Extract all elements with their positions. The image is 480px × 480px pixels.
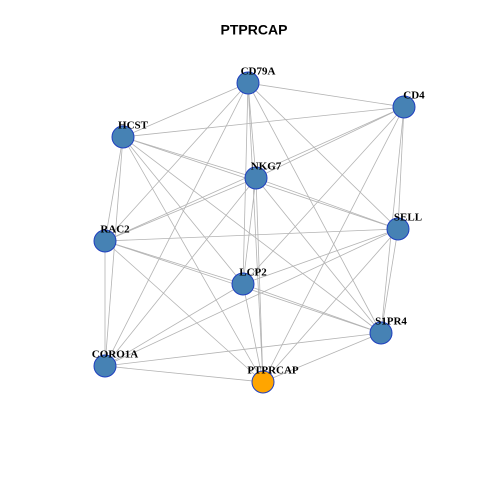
edge	[242, 82, 249, 285]
edge	[255, 177, 399, 230]
node	[369, 321, 393, 345]
edge	[247, 82, 264, 383]
node-label: CORO1A	[92, 349, 139, 361]
edge	[104, 228, 399, 242]
node	[236, 71, 260, 95]
edge	[262, 106, 405, 383]
node	[251, 370, 275, 394]
node	[244, 166, 268, 190]
edge	[247, 82, 399, 230]
node	[386, 217, 410, 241]
edge	[104, 365, 264, 383]
edge	[380, 228, 399, 334]
node-label: SELL	[394, 212, 422, 224]
edge	[262, 332, 382, 383]
edge	[104, 177, 257, 367]
edge	[122, 136, 257, 179]
edge	[104, 82, 249, 242]
edge	[242, 106, 405, 285]
node-label: RAC2	[100, 224, 130, 236]
node-label: LCP2	[239, 267, 267, 279]
node	[93, 354, 117, 378]
node	[111, 125, 135, 149]
edge	[104, 283, 244, 367]
edge	[397, 106, 405, 230]
edge	[242, 283, 264, 383]
edge	[122, 106, 405, 138]
edge	[247, 82, 257, 179]
edge	[242, 177, 257, 285]
node-label: CD79A	[241, 66, 276, 78]
title: PTPRCAP	[221, 22, 288, 38]
edge	[242, 228, 399, 285]
node	[231, 272, 255, 296]
edge	[104, 177, 257, 242]
node-label: CD4	[403, 90, 425, 102]
edge	[104, 240, 264, 383]
node-label: S1PR4	[375, 316, 407, 328]
edge	[255, 177, 382, 334]
node-label: NKG7	[251, 161, 282, 173]
edge	[104, 82, 249, 367]
node-label: PTPRCAP	[247, 365, 299, 377]
edge	[122, 82, 249, 138]
node-label: HCST	[118, 120, 149, 132]
edge	[104, 228, 399, 367]
edge	[262, 228, 399, 383]
edge	[122, 136, 264, 383]
edges	[104, 82, 405, 383]
edge	[247, 82, 405, 108]
node	[93, 229, 117, 253]
edge	[242, 283, 382, 334]
nodes: CD79A CD4 HCST NKG7 SELL RAC2 LCP2 S1PR4 CORO1A P…	[92, 66, 425, 394]
edge	[104, 240, 244, 285]
edge	[247, 82, 382, 334]
edge	[122, 136, 244, 285]
edge	[104, 136, 124, 367]
edge	[104, 136, 124, 242]
edge	[104, 332, 382, 367]
edge	[255, 106, 405, 179]
node	[392, 95, 416, 119]
edge	[255, 177, 264, 383]
